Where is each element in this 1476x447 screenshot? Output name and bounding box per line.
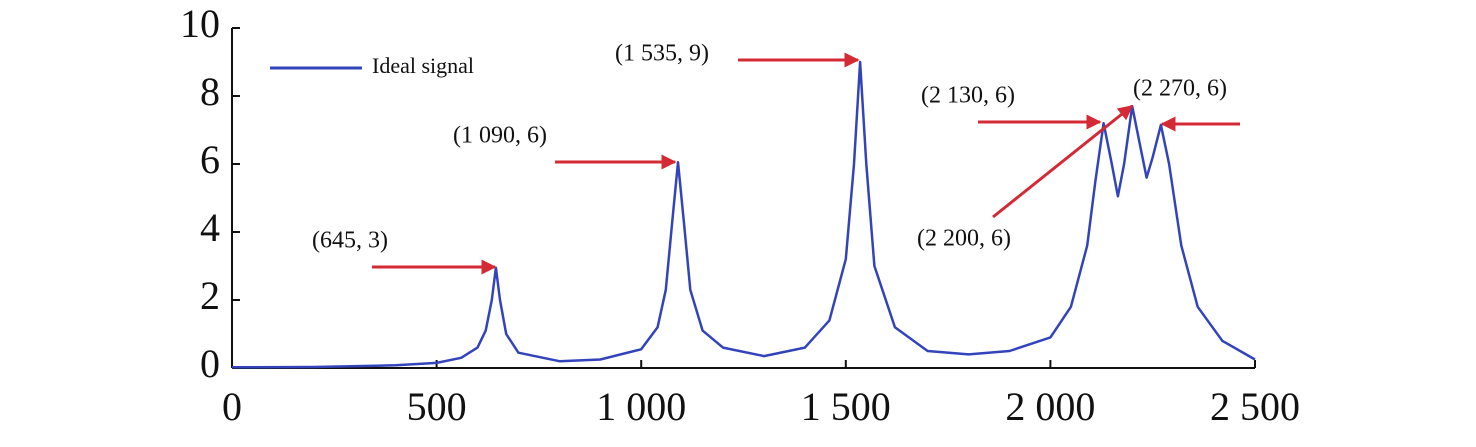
annotation: (645, 3) <box>312 228 388 254</box>
annotation: (2 270, 6) <box>1133 76 1227 102</box>
x-tick-label: 1 500 <box>801 384 891 429</box>
y-tick-label: 6 <box>200 137 220 182</box>
y-tick-label: 10 <box>180 1 220 46</box>
x-tick-label: 0 <box>222 384 242 429</box>
x-tick-label: 2 500 <box>1210 384 1300 429</box>
x-tick-label: 500 <box>407 384 467 429</box>
signal-line <box>231 60 1256 369</box>
legend-label: Ideal signal <box>372 53 474 78</box>
annotation: (2 200, 6) <box>917 226 1011 252</box>
annotation: (1 535, 9) <box>615 41 709 67</box>
y-tick-label: 2 <box>200 273 220 318</box>
y-tick-label: 0 <box>200 341 220 386</box>
x-tick-label: 2 000 <box>1005 384 1095 429</box>
annotation-arrow <box>992 104 1134 219</box>
y-tick-label: 8 <box>200 69 220 114</box>
y-tick-label: 4 <box>200 205 220 250</box>
x-tick-label: 1 000 <box>596 384 686 429</box>
annotation: (1 090, 6) <box>453 123 547 149</box>
annotation: (2 130, 6) <box>921 83 1015 109</box>
